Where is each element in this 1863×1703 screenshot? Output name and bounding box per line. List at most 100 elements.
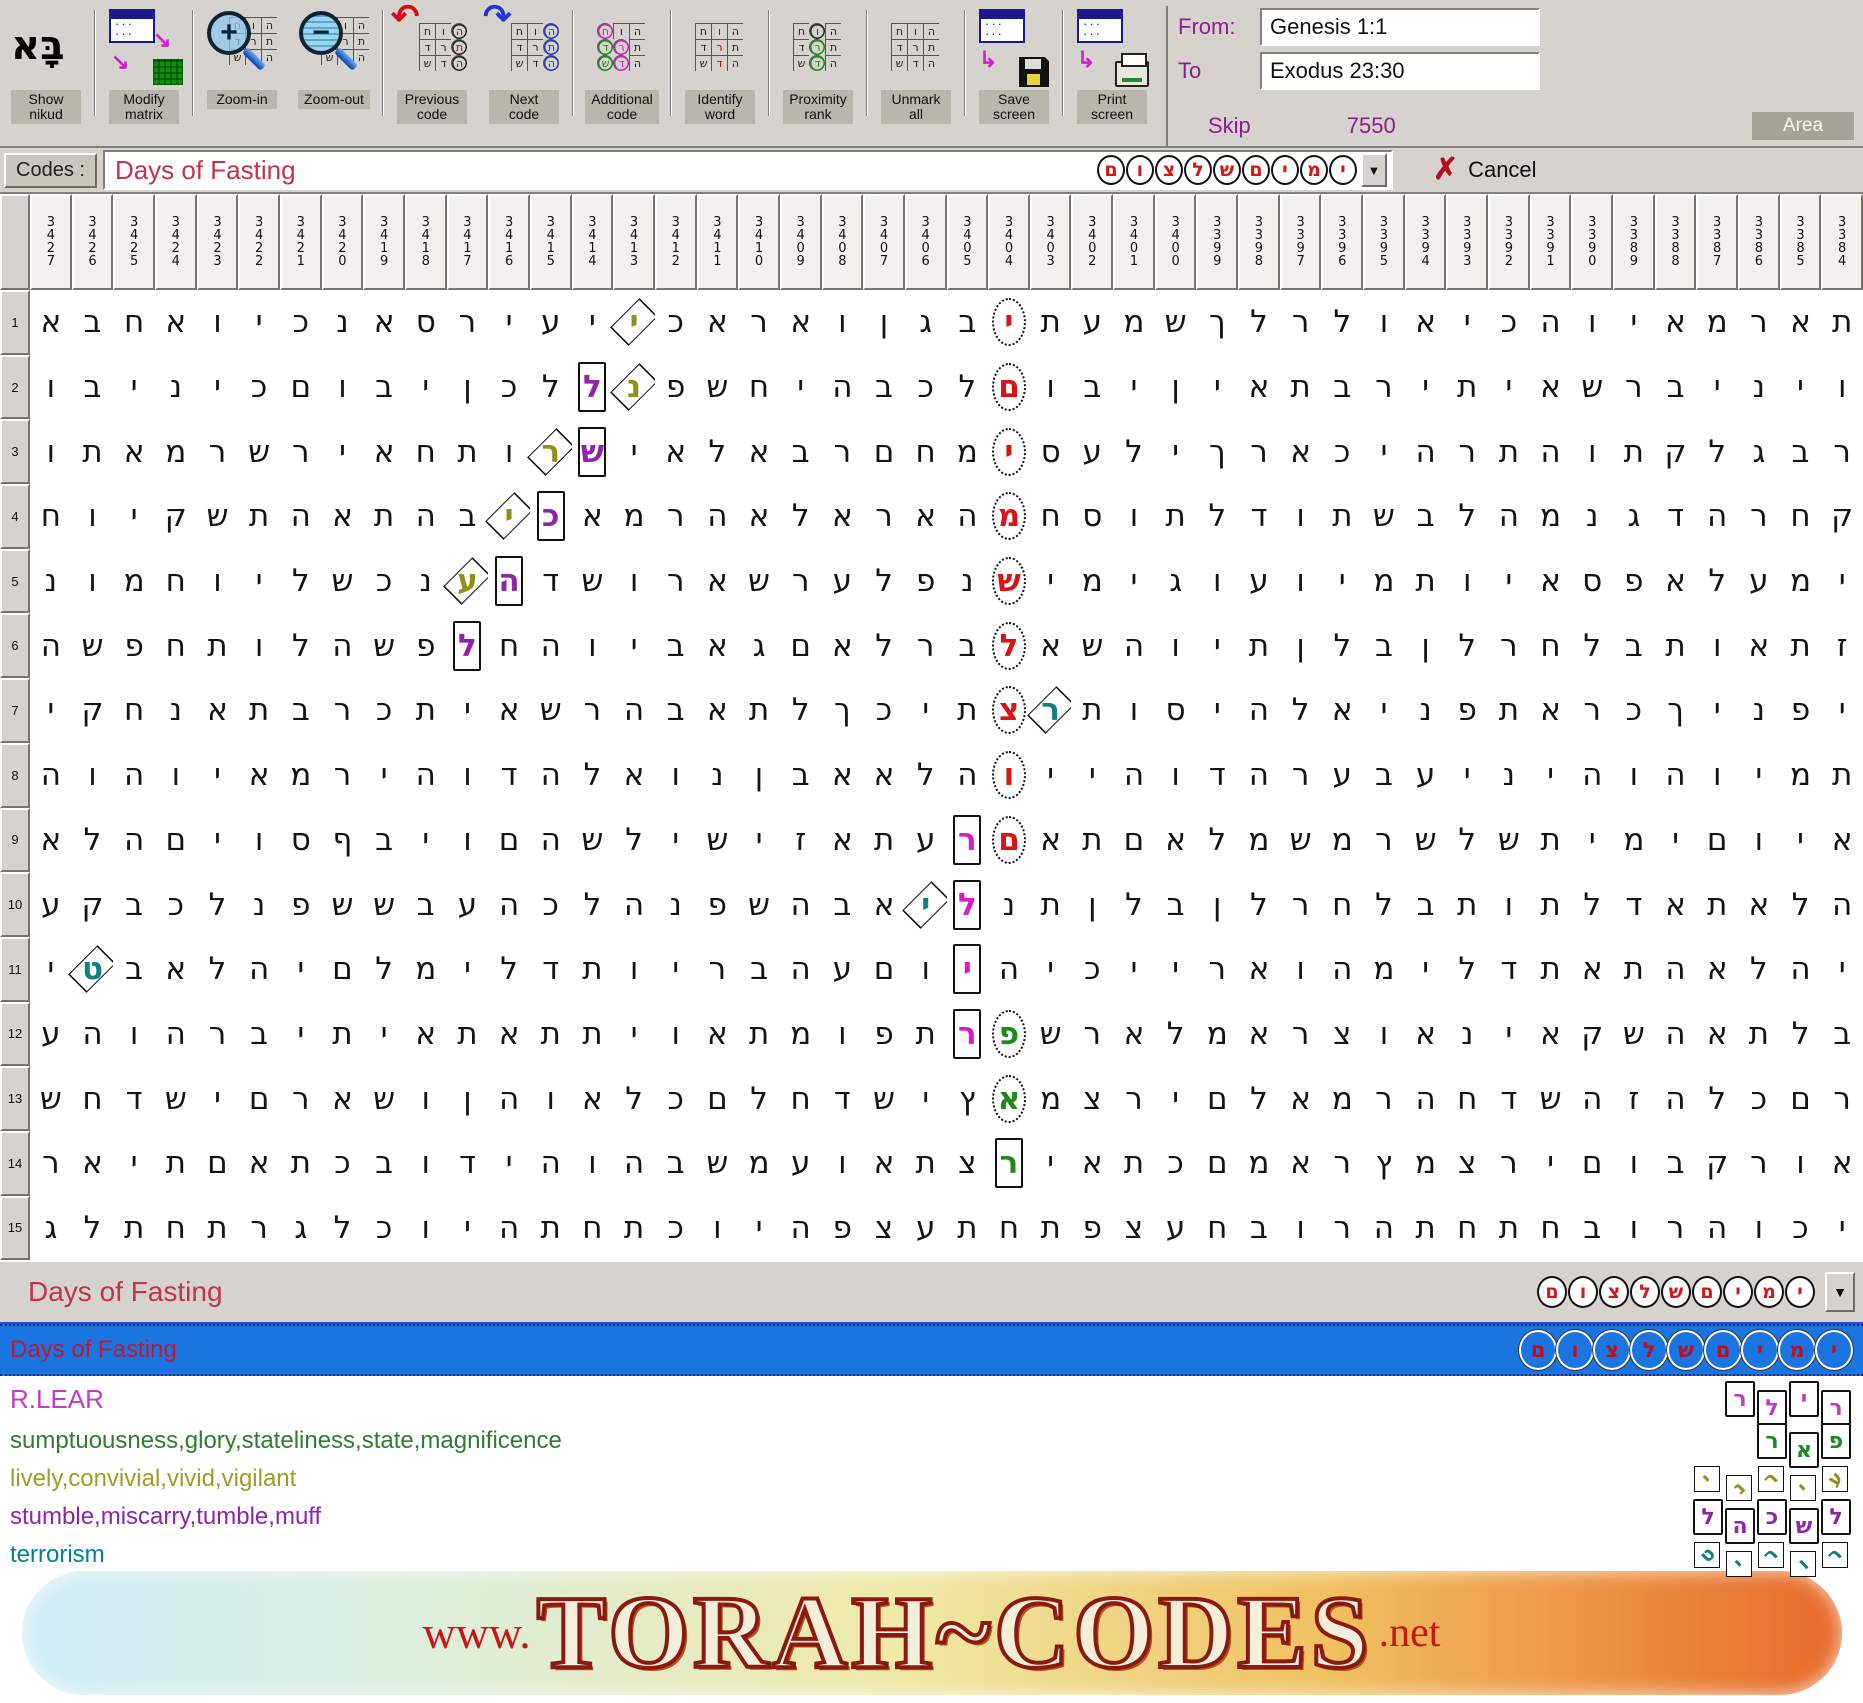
matrix-cell[interactable]: א: [696, 290, 739, 355]
matrix-cell[interactable]: ר: [1363, 807, 1405, 873]
matrix-cell[interactable]: ם: [238, 1066, 280, 1131]
matrix-cell[interactable]: ח: [1529, 613, 1572, 679]
matrix-cell[interactable]: י: [485, 484, 533, 549]
matrix-cell[interactable]: א: [404, 1001, 447, 1067]
matrix-cell[interactable]: ה: [779, 1195, 822, 1261]
matrix-cell[interactable]: י: [1821, 1195, 1863, 1261]
matrix-cell[interactable]: ל: [571, 742, 614, 808]
matrix-cell[interactable]: מ: [1071, 548, 1114, 614]
matrix-cell[interactable]: ר: [238, 1195, 280, 1261]
matrix-cell[interactable]: ת: [1613, 936, 1655, 1002]
matrix-cell[interactable]: כ: [1613, 678, 1655, 743]
matrix-cell[interactable]: א: [154, 936, 197, 1002]
matrix-cell[interactable]: ר: [988, 1130, 1030, 1196]
matrix-cell[interactable]: ו: [654, 742, 697, 808]
matrix-cell[interactable]: מ: [1363, 548, 1405, 614]
matrix-cell[interactable]: ה: [613, 1130, 655, 1196]
matrix-cell[interactable]: מ: [946, 419, 989, 485]
matrix-cell[interactable]: ר: [279, 1066, 322, 1131]
matrix-cell[interactable]: י: [488, 290, 530, 355]
matrix-cell[interactable]: ע: [821, 548, 864, 614]
matrix-cell[interactable]: ה: [238, 936, 280, 1002]
matrix-cell[interactable]: א: [488, 1001, 530, 1067]
matrix-cell[interactable]: י: [1154, 419, 1197, 485]
matrix-cell[interactable]: ע: [904, 807, 947, 873]
matrix-cell[interactable]: ו: [321, 354, 364, 420]
matrix-cell[interactable]: ר: [1363, 1066, 1405, 1131]
matrix-cell[interactable]: א: [821, 613, 864, 679]
matrix-cell[interactable]: ר: [1613, 354, 1655, 420]
matrix-cell[interactable]: ב: [1363, 613, 1405, 679]
matrix-cell[interactable]: ש: [154, 1066, 197, 1131]
matrix-cell[interactable]: י: [446, 936, 489, 1002]
matrix-cell[interactable]: ת: [1821, 290, 1863, 355]
matrix-cell[interactable]: ת: [1821, 742, 1863, 808]
from-field[interactable]: Genesis 1:1: [1260, 8, 1540, 46]
matrix-cell[interactable]: ת: [1029, 872, 1072, 937]
matrix-cell[interactable]: ו: [488, 419, 530, 485]
matrix-cell[interactable]: ד: [1488, 1066, 1530, 1131]
matrix-cell[interactable]: ד: [488, 742, 530, 808]
matrix-cell[interactable]: ר: [779, 548, 822, 614]
matrix-cell[interactable]: ס: [1571, 548, 1614, 614]
matrix-cell[interactable]: ע: [446, 872, 489, 937]
matrix-cell[interactable]: ם: [1571, 1130, 1614, 1196]
matrix-cell[interactable]: י: [610, 290, 658, 355]
matrix-cell[interactable]: ל: [71, 1195, 114, 1261]
matrix-cell[interactable]: ל: [279, 548, 322, 614]
matrix-cell[interactable]: י: [1779, 807, 1822, 873]
matrix-cell[interactable]: א: [779, 290, 822, 355]
matrix-cell[interactable]: י: [196, 807, 239, 873]
matrix-cell[interactable]: ו: [1029, 354, 1072, 420]
matrix-cell[interactable]: כ: [363, 678, 405, 743]
matrix-cell[interactable]: י: [1196, 354, 1239, 420]
matrix-cell[interactable]: י: [446, 1195, 489, 1261]
matrix-cell[interactable]: ע: [1071, 419, 1114, 485]
matrix-cell[interactable]: ת: [1654, 613, 1697, 679]
matrix-cell[interactable]: פ: [1613, 548, 1655, 614]
matrix-cell[interactable]: י: [1821, 678, 1863, 743]
matrix-cell[interactable]: ל: [1321, 613, 1364, 679]
matrix-cell[interactable]: כ: [529, 484, 572, 549]
matrix-cell[interactable]: ו: [1113, 678, 1155, 743]
matrix-cell[interactable]: י: [901, 872, 950, 937]
matrix-cell[interactable]: צ: [1321, 1001, 1364, 1067]
matrix-cell[interactable]: ו: [1363, 1001, 1405, 1067]
matrix-cell[interactable]: ב: [1571, 1195, 1614, 1261]
matrix-cell[interactable]: ח: [738, 354, 780, 420]
matrix-cell[interactable]: ה: [1529, 419, 1572, 485]
matrix-cell[interactable]: א: [1654, 872, 1697, 937]
matrix-cell[interactable]: נ: [154, 678, 197, 743]
matrix-cell[interactable]: א: [1821, 807, 1863, 873]
matrix-cell[interactable]: ש: [738, 548, 780, 614]
matrix-cell[interactable]: ל: [863, 613, 905, 679]
matrix-cell[interactable]: נ: [610, 354, 658, 420]
matrix-cell[interactable]: ת: [1154, 484, 1197, 549]
matrix-cell[interactable]: ו: [446, 807, 489, 873]
result-item[interactable]: R.LEAR ר ל י ר: [0, 1376, 1863, 1427]
matrix-cell[interactable]: ק: [1821, 484, 1863, 549]
matrix-cell[interactable]: ו: [988, 742, 1030, 808]
matrix-cell[interactable]: ס: [1071, 484, 1114, 549]
matrix-cell[interactable]: ה: [488, 1195, 530, 1261]
matrix-cell[interactable]: ד: [446, 1130, 489, 1196]
matrix-cell[interactable]: ע: [821, 936, 864, 1002]
matrix-cell[interactable]: י: [571, 290, 614, 355]
matrix-cell[interactable]: ל: [863, 548, 905, 614]
matrix-cell[interactable]: ו: [1279, 1195, 1322, 1261]
matrix-cell[interactable]: ש: [1529, 1066, 1572, 1131]
result-item[interactable]: sumptuousness,glory,stateliness,state,ma…: [0, 1422, 1863, 1469]
matrix-cell[interactable]: י: [30, 936, 72, 1002]
matrix-cell[interactable]: ב: [1404, 484, 1447, 549]
matrix-cell[interactable]: ו: [1154, 742, 1197, 808]
matrix-cell[interactable]: י: [1446, 742, 1489, 808]
matrix-cell[interactable]: ש: [321, 548, 364, 614]
matrix-cell[interactable]: ל: [946, 354, 989, 420]
matrix-cell[interactable]: י: [196, 742, 239, 808]
matrix-cell[interactable]: ו: [1613, 1195, 1655, 1261]
matrix-cell[interactable]: ה: [1696, 484, 1739, 549]
matrix-cell[interactable]: ר: [1279, 742, 1322, 808]
matrix-cell[interactable]: י: [321, 419, 364, 485]
matrix-cell[interactable]: י: [1571, 807, 1614, 873]
